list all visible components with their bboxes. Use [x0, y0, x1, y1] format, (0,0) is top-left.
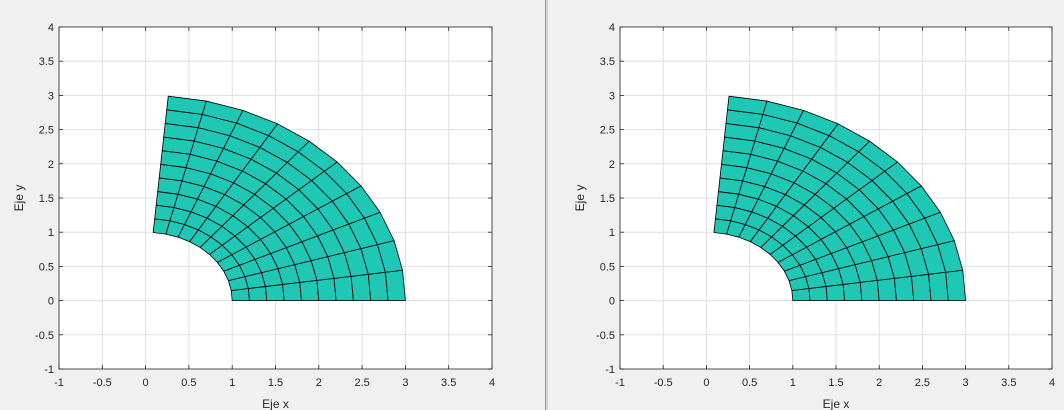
- x-tick-label: 1: [790, 377, 796, 389]
- x-axis-label: Eje x: [262, 397, 289, 410]
- mesh-element: [808, 286, 828, 302]
- mesh-element: [299, 279, 320, 302]
- y-tick-label: 1: [48, 227, 54, 239]
- x-tick-label: 3: [963, 377, 969, 389]
- panel-divider[interactable]: [545, 0, 548, 410]
- y-tick-label: 4: [609, 22, 615, 34]
- y-tick-label: -0.5: [596, 330, 615, 342]
- figure-panel-right: -1 -0.5 0 0.5 1 1.5 2 2.5 3 3.5 4 -1 -0.5 0 0.5 1 1.5 2 2.…: [548, 0, 1064, 410]
- x-axis-label: Eje x: [823, 397, 850, 410]
- mesh-element: [316, 277, 337, 302]
- y-tick-label: 2.5: [39, 125, 54, 137]
- x-tick-label: 1.5: [268, 377, 283, 389]
- y-tick-label: 1: [609, 227, 615, 239]
- y-tick-label: 3.5: [39, 56, 54, 68]
- x-tick-label: 2: [316, 377, 322, 389]
- y-tick-label: -1: [44, 364, 54, 376]
- y-tick-label: -0.5: [35, 330, 54, 342]
- x-tick-label: 0: [143, 377, 149, 389]
- x-tick-label: 0: [703, 377, 709, 389]
- mesh-elements: [713, 95, 967, 302]
- mesh-element: [385, 269, 406, 302]
- mesh-plot-right: -1 -0.5 0 0.5 1 1.5 2 2.5 3 3.5 4 -1 -0.5 0 0.5 1 1.5 2 2.…: [573, 22, 1055, 410]
- mesh-element: [265, 284, 285, 302]
- mesh-element: [282, 281, 302, 302]
- y-tick-label: 3.5: [600, 56, 615, 68]
- y-tick-label: 3: [609, 90, 615, 102]
- y-tick-label: 0: [609, 296, 615, 308]
- mesh-element: [350, 273, 372, 302]
- mesh-element: [166, 95, 207, 115]
- mesh-element: [247, 286, 268, 302]
- mesh-element: [911, 273, 932, 302]
- y-axis-label: Eje y: [12, 185, 26, 212]
- x-tick-label: 2.5: [354, 377, 369, 389]
- x-tick-label: 4: [489, 377, 495, 389]
- mesh-element: [367, 271, 389, 302]
- x-tick-label: -1: [615, 377, 625, 389]
- x-tick-label: 3: [402, 377, 408, 389]
- y-tick-label: 1.5: [600, 193, 615, 205]
- x-tick-label: 4: [1049, 377, 1055, 389]
- x-tick-label: 1: [229, 377, 235, 389]
- y-tick-label: 2.5: [600, 125, 615, 137]
- mesh-elements: [152, 95, 406, 302]
- mesh-element: [727, 95, 768, 115]
- mesh-element: [333, 275, 354, 302]
- mesh-element: [859, 279, 880, 302]
- y-tick-label: 4: [48, 22, 54, 34]
- x-tick-label: 2: [876, 377, 882, 389]
- y-tick-label: 3: [48, 90, 54, 102]
- x-tick-label: 0.5: [742, 377, 757, 389]
- y-tick-label: -1: [605, 364, 615, 376]
- mesh-element: [945, 269, 967, 302]
- x-tick-label: 0.5: [181, 377, 196, 389]
- mesh-element: [876, 277, 897, 302]
- x-tick-label: -0.5: [93, 377, 112, 389]
- mesh-element: [928, 271, 949, 302]
- y-tick-label: 0.5: [39, 261, 54, 273]
- x-tick-label: -0.5: [654, 377, 673, 389]
- y-tick-label: 2: [48, 159, 54, 171]
- x-tick-label: 3.5: [441, 377, 456, 389]
- x-tick-label: -1: [54, 377, 64, 389]
- y-axis-label: Eje y: [573, 185, 587, 212]
- x-tick-label: 3.5: [1001, 377, 1016, 389]
- y-tick-label: 0: [48, 296, 54, 308]
- mesh-element: [825, 284, 846, 302]
- mesh-element: [893, 275, 915, 302]
- y-tick-label: 2: [609, 159, 615, 171]
- y-tick-label: 0.5: [600, 261, 615, 273]
- x-tick-label: 2.5: [915, 377, 930, 389]
- x-tick-label: 1.5: [828, 377, 843, 389]
- mesh-plot-left: -1 -0.5 0 0.5 1 1.5 2 2.5 3 3.5 4 -1 -0.5 0 0.5 1 1.5 2 2.…: [12, 22, 495, 410]
- figure-panel-left: -1 -0.5 0 0.5 1 1.5 2 2.5 3 3.5 4 -1 -0.5 0 0.5 1 1.5 2 2.…: [12, 22, 496, 410]
- mesh-element: [842, 281, 863, 302]
- y-tick-label: 1.5: [39, 193, 54, 205]
